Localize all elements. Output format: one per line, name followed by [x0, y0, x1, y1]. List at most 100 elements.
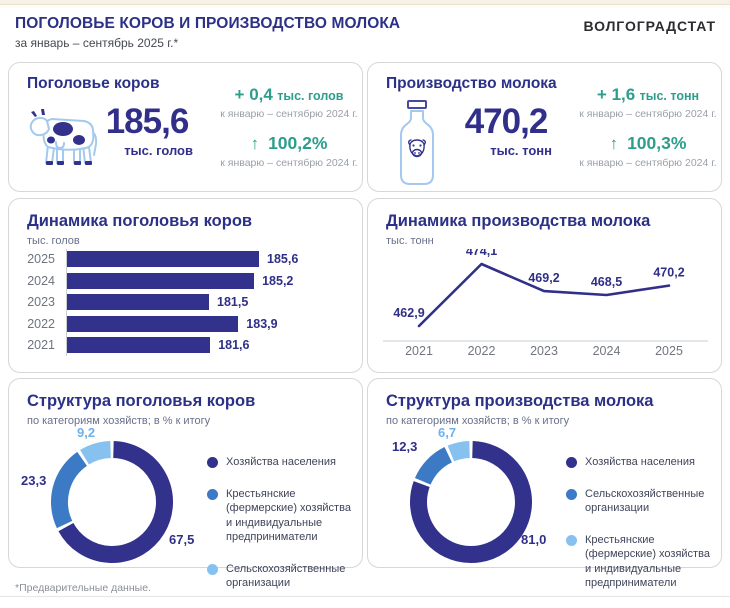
- bar-row-2023: 2023 181,5: [9, 294, 364, 311]
- bar-category-label: 2022: [27, 316, 55, 331]
- x-axis-tick-label: 2025: [655, 344, 683, 358]
- donut-chart-card-milk-structure: Структура производства молока по категор…: [367, 378, 722, 589]
- legend-item: Сельскохозяйственные организации: [207, 562, 357, 591]
- kpi-value-block: 185,6 тыс. голов: [97, 102, 197, 159]
- kpi-card-title: Поголовье коров: [27, 75, 160, 92]
- bar-row-2024: 2024 185,2: [9, 272, 364, 289]
- kpi-card-title: Производство молока: [386, 75, 557, 92]
- line-value-label: 468,5: [591, 275, 622, 289]
- cow-icon: [27, 107, 111, 178]
- chart-unit-label: тыс. тонн: [386, 235, 434, 247]
- legend-dot-icon: [207, 563, 218, 575]
- kpi-percent-caption: к январю – сентябрю 2024 г.: [220, 157, 358, 169]
- bar-chart-card-cow-dynamics: Динамика поголовья коров тыс. голов 2025…: [8, 198, 363, 373]
- donut-value-label: 67,5: [169, 532, 195, 547]
- legend-item: Хозяйства населения: [566, 455, 716, 470]
- kpi-comparison-block: + 0,4 тыс. голов к январю – сентябрю 202…: [219, 85, 359, 169]
- legend-item: Хозяйства населения: [207, 455, 357, 470]
- brand-logo-volgogradstat: ВОЛГОГРАДСТАТ: [583, 18, 716, 34]
- line-value-label: 470,2: [653, 266, 684, 280]
- donut-segment: [410, 441, 532, 563]
- legend-dot-icon: [566, 488, 577, 500]
- chart-title: Динамика производства молока: [386, 212, 651, 230]
- line-chart-card-milk-dynamics: Динамика производства молока тыс. тонн 4…: [367, 198, 722, 373]
- legend-item: Сельскохозяйственные организации: [566, 487, 716, 516]
- donut-segment: [80, 441, 112, 465]
- footnote: *Предварительные данные.: [15, 582, 151, 594]
- donut-segment: [58, 441, 173, 563]
- bar: [67, 315, 239, 332]
- bar: [67, 272, 255, 289]
- top-accent-strip: [0, 0, 730, 8]
- chart-unit-label: тыс. голов: [27, 235, 80, 247]
- chart-subtitle: по категориям хозяйств; в % к итогу: [27, 415, 211, 427]
- kpi-value-block: 470,2 тыс. тонн: [456, 103, 556, 159]
- bar-value-label: 183,9: [246, 316, 278, 331]
- legend-label: Крестьянские (фермерские) хозяйства и ин…: [585, 533, 710, 590]
- donut-value-label: 81,0: [521, 532, 547, 547]
- kpi-delta-caption: к январю – сентябрю 2024 г.: [579, 108, 717, 120]
- line-value-label: 462,9: [393, 306, 424, 320]
- up-arrow-icon: ↑: [609, 134, 619, 153]
- x-axis-tick-label: 2023: [530, 344, 558, 358]
- x-axis-tick-label: 2022: [468, 344, 496, 358]
- legend-label: Крестьянские (фермерские) хозяйства и ин…: [226, 487, 351, 544]
- chart-title: Структура поголовья коров: [27, 392, 256, 410]
- donut-value-label: 12,3: [392, 439, 418, 454]
- chart-title: Структура производства молока: [386, 392, 654, 410]
- donut-value-label: 23,3: [21, 473, 47, 488]
- legend-dot-icon: [566, 534, 577, 546]
- kpi-percent-caption: к январю – сентябрю 2024 г.: [579, 157, 717, 169]
- kpi-delta: + 1,6 тыс. тонн: [596, 85, 700, 104]
- kpi-value: 185,6: [105, 102, 190, 141]
- kpi-delta: + 0,4 тыс. голов: [234, 85, 344, 104]
- bar-category-label: 2025: [27, 252, 55, 266]
- kpi-comparison-block: + 1,6 тыс. тонн к январю – сентябрю 2024…: [578, 85, 718, 169]
- bar-value-label: 185,2: [262, 273, 294, 288]
- legend-label: Сельскохозяйственные организации: [585, 487, 705, 515]
- bar-row-2021: 2021 181,6: [9, 337, 364, 354]
- legend-label: Сельскохозяйственные организации: [226, 562, 346, 590]
- donut-segment: [414, 447, 453, 486]
- bar-category-label: 2024: [27, 273, 55, 288]
- bar: [67, 251, 259, 267]
- kpi-card-cow-headcount: Поголовье коров: [8, 62, 363, 192]
- bar-row-2025: 2025 185,6: [9, 251, 364, 267]
- kpi-unit: тыс. тонн: [490, 143, 552, 158]
- kpi-delta-caption: к январю – сентябрю 2024 г.: [220, 108, 358, 120]
- page-title: ПОГОЛОВЬЕ КОРОВ И ПРОИЗВОДСТВО МОЛОКА: [15, 15, 401, 32]
- legend-dot-icon: [207, 457, 218, 468]
- donut-chart: [401, 432, 541, 577]
- bar-category-label: 2021: [27, 338, 55, 353]
- chart-legend: Хозяйства населения Крестьянские (фермерс…: [207, 455, 357, 608]
- legend-dot-icon: [207, 488, 218, 500]
- page-subtitle: за январь – сентябрь 2025 г.*: [15, 36, 179, 50]
- legend-item: Крестьянские (фермерские) хозяйства и ин…: [566, 533, 716, 591]
- bar-row-2022: 2022 183,9: [9, 315, 364, 332]
- line-value-label: 474,1: [466, 249, 497, 258]
- kpi-percent: ↑ 100,3%: [609, 133, 687, 153]
- bar: [67, 337, 211, 354]
- kpi-percent: ↑ 100,2%: [250, 133, 328, 153]
- legend-label: Хозяйства населения: [585, 456, 695, 468]
- bar-value-label: 185,6: [267, 252, 299, 266]
- line-chart: 462,9 474,1 469,2 468,5 470,2 2021 2022 2023 202…: [378, 244, 713, 372]
- bar-value-label: 181,6: [218, 338, 250, 353]
- chart-legend: Хозяйства населения Сельскохозяйственные …: [566, 455, 716, 608]
- x-axis-tick-label: 2024: [593, 344, 621, 358]
- legend-item: Крестьянские (фермерские) хозяйства и ин…: [207, 487, 357, 545]
- donut-chart: [42, 432, 182, 577]
- bar-chart-axis-line: [66, 249, 67, 356]
- chart-title: Динамика поголовья коров: [27, 212, 253, 230]
- up-arrow-icon: ↑: [250, 134, 260, 153]
- x-axis-tick-label: 2021: [405, 344, 433, 358]
- donut-chart-card-cow-structure: Структура поголовья коров по категориям …: [8, 378, 363, 589]
- legend-label: Хозяйства населения: [226, 456, 336, 468]
- bar-category-label: 2023: [27, 295, 55, 310]
- kpi-unit: тыс. голов: [124, 143, 193, 158]
- donut-segment: [51, 451, 88, 529]
- kpi-card-milk-production: Производство молока 470,2 тыс. тонн + 1,…: [367, 62, 722, 192]
- donut-value-label: 6,7: [438, 425, 457, 440]
- bar: [67, 294, 209, 311]
- line-value-label: 469,2: [528, 271, 559, 285]
